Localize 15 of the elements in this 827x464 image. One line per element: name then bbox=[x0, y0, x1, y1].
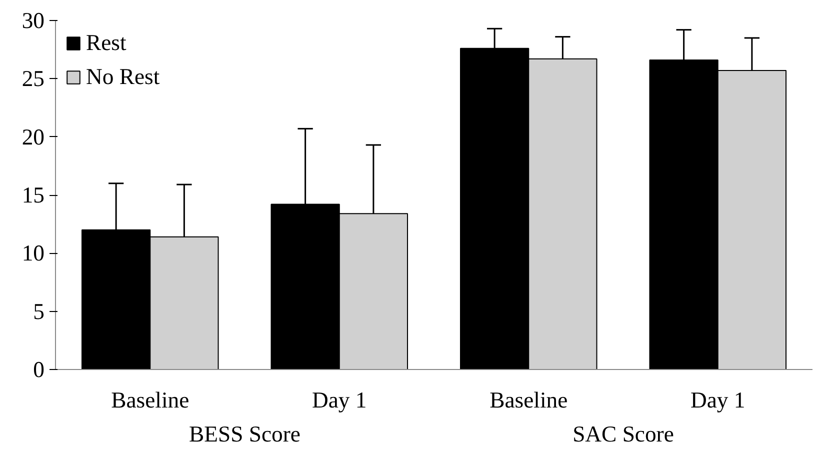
y-tick-label: 5 bbox=[33, 298, 44, 324]
y-tick-label: 25 bbox=[22, 66, 44, 92]
x-tick-label: Day 1 bbox=[690, 388, 746, 412]
x-tick-label: Day 1 bbox=[312, 388, 367, 412]
y-tick-label: 15 bbox=[22, 182, 44, 208]
legend-label: No Rest bbox=[86, 64, 160, 90]
legend-label: Rest bbox=[86, 30, 126, 56]
text: BESS Score bbox=[189, 422, 300, 446]
y-tick-label: 30 bbox=[22, 8, 44, 33]
y-tick-label: 0 bbox=[33, 357, 44, 382]
y-tick-label: 10 bbox=[22, 240, 44, 266]
x-tick-label: Baseline bbox=[490, 388, 568, 412]
x-tick-label: Baseline bbox=[111, 388, 190, 412]
y-tick-label: 20 bbox=[22, 124, 44, 150]
text: SAC Score bbox=[572, 422, 674, 446]
